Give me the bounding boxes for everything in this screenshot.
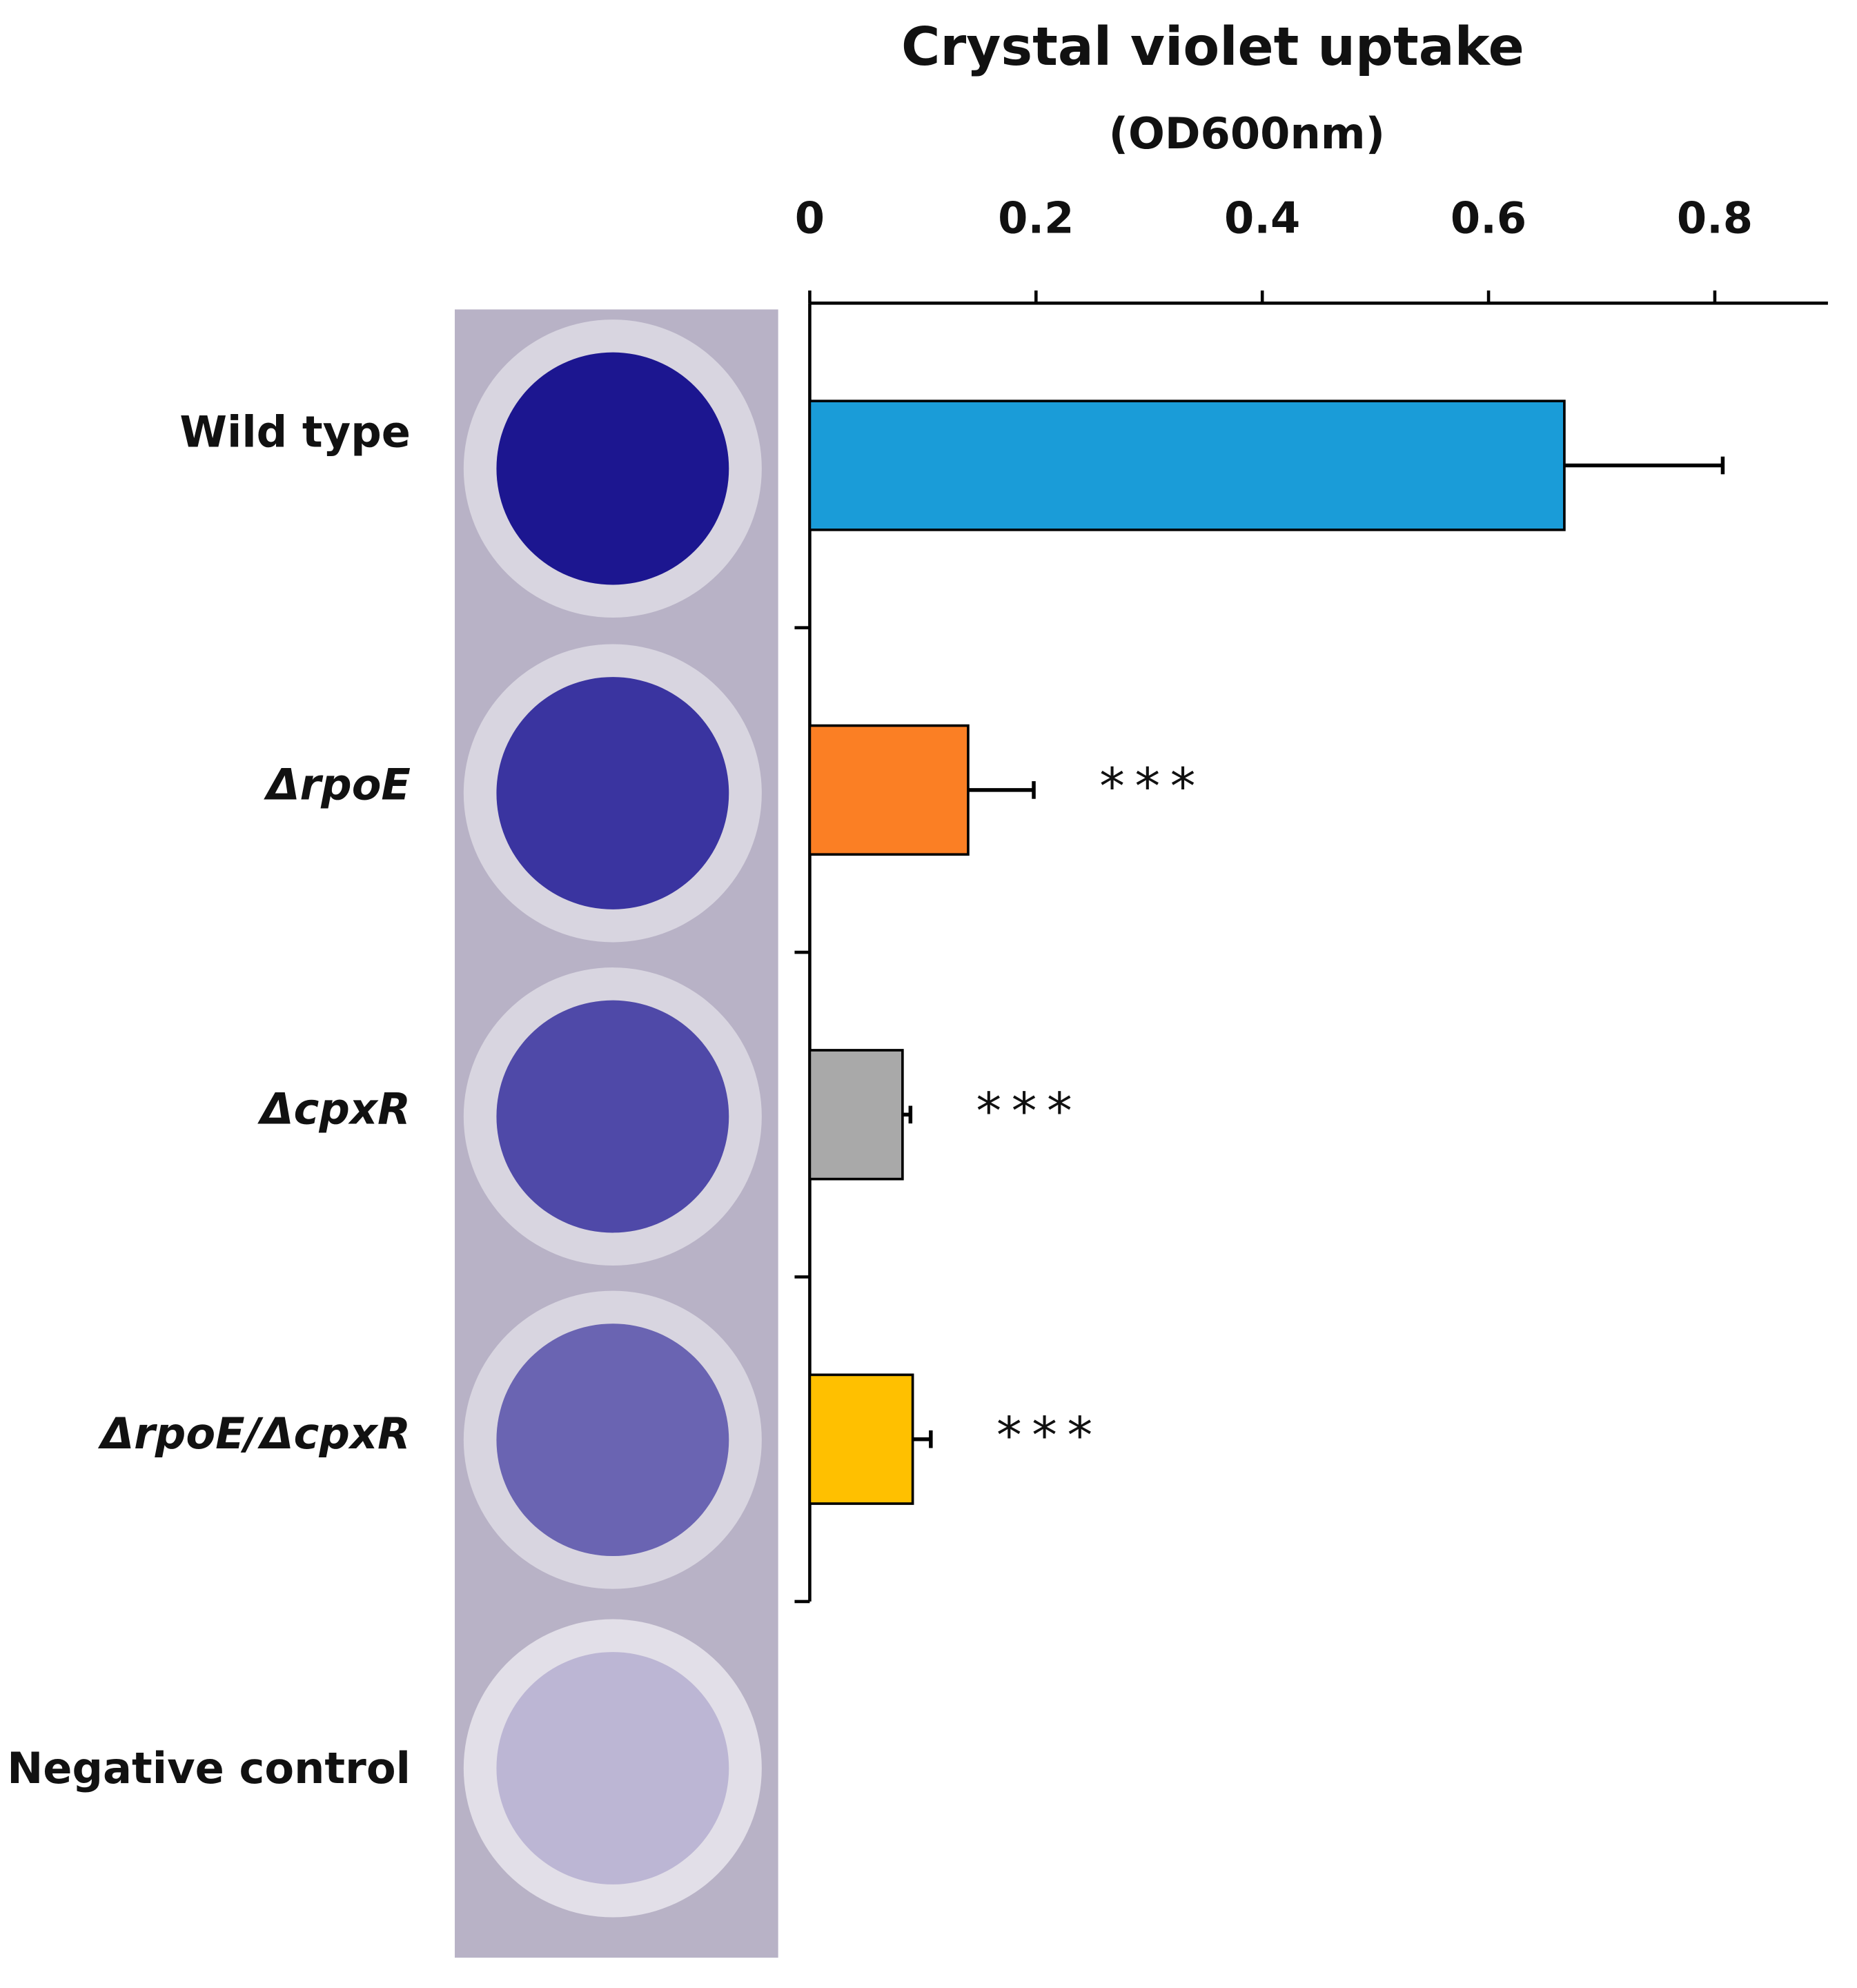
x-tick-label: 0 (795, 193, 825, 243)
bar (808, 400, 1566, 531)
significance: *** (996, 1407, 1103, 1466)
plate-photo (455, 309, 778, 1958)
y-tick-label: ΔrpoE/ΔcpxR (97, 1408, 411, 1459)
x-tick-label: 0.8 (1677, 193, 1753, 243)
y-tick-label: Wild type (179, 407, 411, 457)
bar (808, 724, 970, 856)
significance: *** (976, 1082, 1083, 1141)
y-tick-label: ΔrpoE (263, 759, 411, 809)
x-axis-label: (OD600nm) (1109, 108, 1385, 159)
chart-title: Crystal violet uptake (901, 17, 1524, 78)
x-tick-label: 0.6 (1451, 193, 1526, 243)
y-tick-label: Negative control (7, 1743, 411, 1793)
bar (808, 1049, 904, 1181)
x-tick-label: 0.4 (1224, 193, 1300, 243)
x-tick-label: 0.2 (998, 193, 1074, 243)
y-tick-label: ΔcpxR (257, 1084, 411, 1134)
bar (808, 1373, 914, 1505)
significance: *** (1099, 758, 1206, 816)
